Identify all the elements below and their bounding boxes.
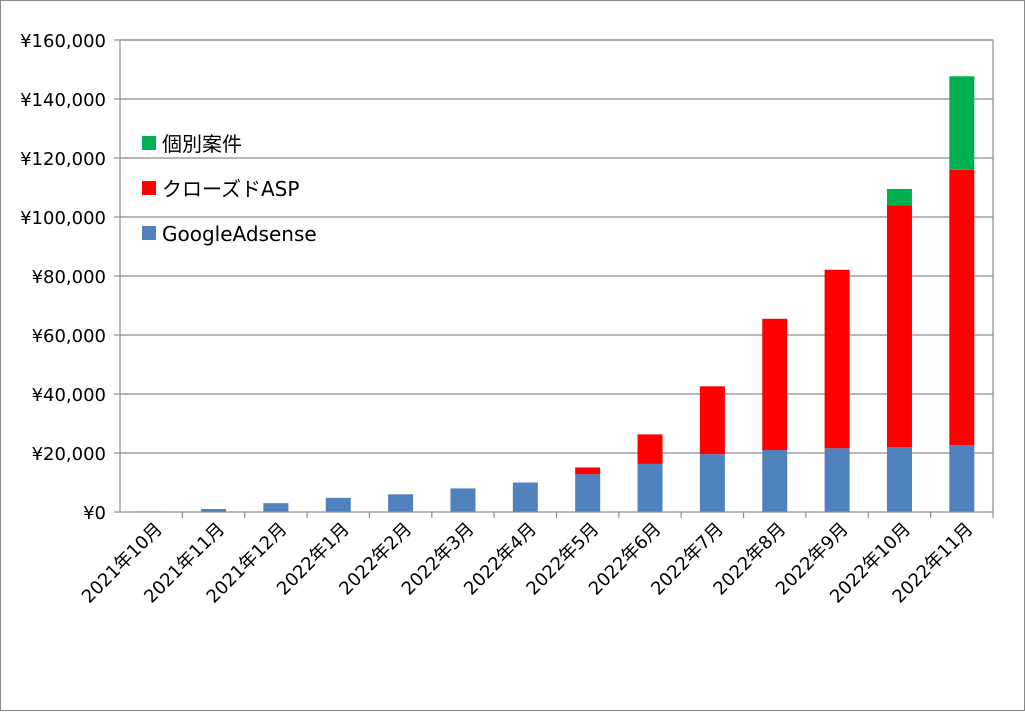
bar-segment xyxy=(575,474,601,512)
y-tick-label: ¥80,000 xyxy=(32,267,106,288)
y-tick-label: ¥100,000 xyxy=(20,208,106,229)
bar-segment xyxy=(637,434,663,464)
axes xyxy=(119,39,994,518)
x-tick-labels: 2021年10月2021年11月2021年12月2022年1月2022年2月20… xyxy=(78,519,978,608)
y-tick-label: ¥40,000 xyxy=(32,385,106,406)
bar-segment xyxy=(762,450,788,512)
bar-segment xyxy=(450,488,476,512)
legend-swatch xyxy=(142,136,156,150)
y-tick-label: ¥120,000 xyxy=(20,149,106,170)
legend-label: クローズドASP xyxy=(162,177,299,201)
bar-segment xyxy=(949,169,975,446)
bar-segment xyxy=(575,467,601,475)
bar-segment xyxy=(325,497,351,512)
bar-segment xyxy=(699,386,725,455)
grid-lines xyxy=(114,39,993,513)
legend-swatch xyxy=(142,181,156,195)
bar-segment xyxy=(886,205,912,448)
legend-swatch xyxy=(142,226,156,240)
bar-segment xyxy=(949,445,975,512)
y-tick-label: ¥20,000 xyxy=(32,444,106,465)
bar-segment xyxy=(886,447,912,512)
bar-segment xyxy=(949,76,975,170)
legend-label: 個別案件 xyxy=(162,132,242,156)
bar-segment xyxy=(762,318,788,451)
bars xyxy=(138,76,975,512)
bar-segment xyxy=(201,509,227,512)
y-tick-labels: ¥0 ¥20,000 ¥40,000 ¥60,000 ¥80,000 ¥100,000 ¥1… xyxy=(20,31,106,524)
bar-segment xyxy=(637,463,663,512)
bar-segment xyxy=(824,269,850,449)
bar-segment xyxy=(699,454,725,512)
bar-segment xyxy=(388,494,414,512)
y-tick-label: ¥160,000 xyxy=(20,31,106,52)
bar-segment xyxy=(512,482,538,512)
bar-segment xyxy=(824,448,850,512)
y-tick-label: ¥60,000 xyxy=(32,326,106,347)
bar-segment xyxy=(263,503,289,512)
legend-label: GoogleAdsense xyxy=(162,222,317,246)
y-tick-label: ¥0 xyxy=(83,503,106,524)
bar-segment xyxy=(886,188,912,206)
y-tick-label: ¥140,000 xyxy=(20,90,106,111)
